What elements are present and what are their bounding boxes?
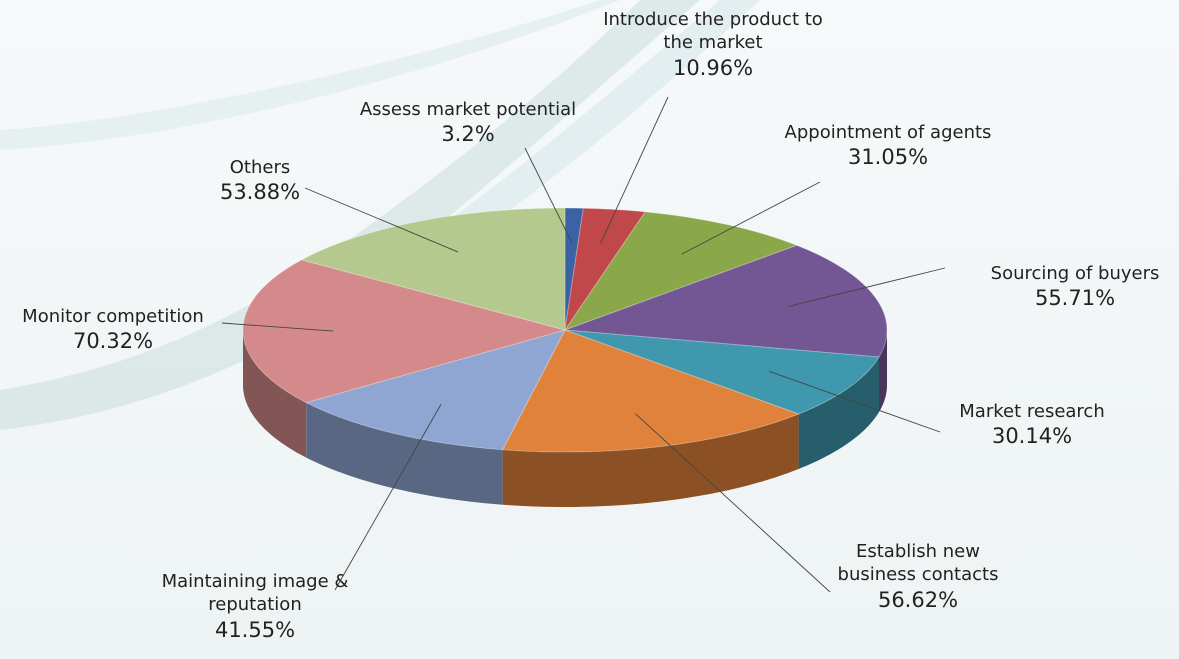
slice-side bbox=[879, 330, 887, 413]
slice-side bbox=[243, 330, 307, 458]
value-label: 30.14% bbox=[991, 424, 1073, 449]
leader-line bbox=[600, 96, 669, 244]
value-label: 31.05% bbox=[847, 145, 929, 170]
category-label: Assess market potential bbox=[359, 99, 577, 120]
value-label: 56.62% bbox=[877, 587, 959, 612]
slice bbox=[501, 329, 800, 453]
value-label: 55.71% bbox=[1034, 286, 1116, 311]
slice-label: Assess market potential 3.2% bbox=[328, 98, 608, 149]
decor-swoosh bbox=[0, 0, 700, 430]
decor-swoosh bbox=[0, 0, 620, 150]
category-label: Establish new business contacts bbox=[837, 541, 999, 586]
slice bbox=[242, 259, 567, 404]
value-label: 10.96% bbox=[672, 55, 754, 80]
slice-label: Market research 30.14% bbox=[932, 400, 1132, 451]
value-label: 3.2% bbox=[441, 122, 495, 147]
category-label: Market research bbox=[959, 401, 1105, 422]
slice-label: Introduce the product to the market 10.96… bbox=[593, 8, 833, 82]
category-label: Introduce the product to the market bbox=[603, 9, 823, 54]
slice bbox=[564, 329, 880, 415]
slice-label: Sourcing of buyers 55.71% bbox=[965, 262, 1179, 313]
slice bbox=[564, 207, 647, 331]
category-label: Maintaining image & reputation bbox=[161, 571, 349, 616]
value-label: 53.88% bbox=[219, 180, 301, 205]
category-label: Monitor competition bbox=[22, 306, 204, 327]
slice bbox=[304, 329, 566, 451]
value-label: 70.32% bbox=[72, 329, 154, 354]
leader-line bbox=[681, 181, 821, 255]
slice bbox=[564, 244, 888, 358]
slice-side bbox=[798, 357, 880, 469]
slice-label: Appointment of agents 31.05% bbox=[748, 121, 1028, 172]
leader-line bbox=[769, 371, 941, 433]
slice-side bbox=[306, 402, 503, 505]
slice-label: Establish new business contacts 56.62% bbox=[818, 540, 1018, 614]
leader-line bbox=[524, 147, 572, 243]
leader-line bbox=[635, 413, 831, 593]
slice-label: Maintaining image & reputation 41.55% bbox=[155, 570, 355, 644]
leader-line bbox=[304, 187, 459, 253]
slice-label: Monitor competition 70.32% bbox=[3, 305, 223, 356]
slice bbox=[563, 211, 799, 332]
category-label: Appointment of agents bbox=[784, 122, 992, 143]
leader-line bbox=[788, 267, 946, 307]
slice-label: Others 53.88% bbox=[180, 156, 340, 207]
leader-line bbox=[221, 322, 334, 332]
leader-line bbox=[334, 404, 442, 591]
slice bbox=[300, 207, 566, 331]
category-label: Sourcing of buyers bbox=[990, 263, 1160, 284]
category-label: Others bbox=[229, 157, 291, 178]
slice-side bbox=[502, 413, 799, 507]
value-label: 41.55% bbox=[214, 617, 296, 642]
